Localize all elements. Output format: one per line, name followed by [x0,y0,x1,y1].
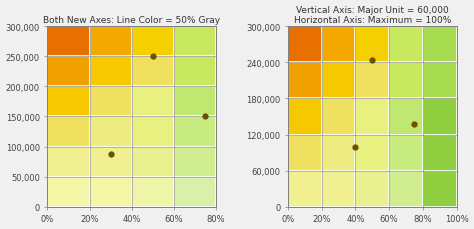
Bar [389,135,423,171]
Bar [322,63,356,99]
Bar [90,27,132,57]
Bar [47,147,90,177]
Bar [389,99,423,135]
Bar [132,117,174,147]
Bar [47,117,90,147]
Bar [288,171,322,207]
Bar [90,117,132,147]
Bar [47,57,90,87]
Bar [47,87,90,117]
Bar [423,99,456,135]
Bar [90,87,132,117]
Bar [389,27,423,63]
Bar [288,27,322,63]
Bar [90,57,132,87]
Title: Both New Axes: Line Color = 50% Gray: Both New Axes: Line Color = 50% Gray [43,16,220,25]
Bar [423,135,456,171]
Bar [132,87,174,117]
Bar [356,135,389,171]
Bar [47,27,90,57]
Bar [322,171,356,207]
Bar [174,87,216,117]
Bar [288,135,322,171]
Bar [132,27,174,57]
Bar [322,99,356,135]
Bar [132,147,174,177]
Bar [132,177,174,207]
Bar [389,171,423,207]
Bar [288,63,322,99]
Bar [356,171,389,207]
Bar [322,27,356,63]
Bar [174,147,216,177]
Bar [322,135,356,171]
Bar [174,177,216,207]
Bar [132,57,174,87]
Bar [174,117,216,147]
Bar [356,63,389,99]
Title: Vertical Axis: Major Unit = 60,000
Horizontal Axis: Maximum = 100%: Vertical Axis: Major Unit = 60,000 Horiz… [293,5,451,25]
Bar [90,147,132,177]
Bar [356,99,389,135]
Bar [356,27,389,63]
Bar [423,171,456,207]
Bar [47,177,90,207]
Bar [423,27,456,63]
Bar [389,63,423,99]
Bar [174,27,216,57]
Bar [288,99,322,135]
Bar [90,177,132,207]
Bar [423,63,456,99]
Bar [174,57,216,87]
